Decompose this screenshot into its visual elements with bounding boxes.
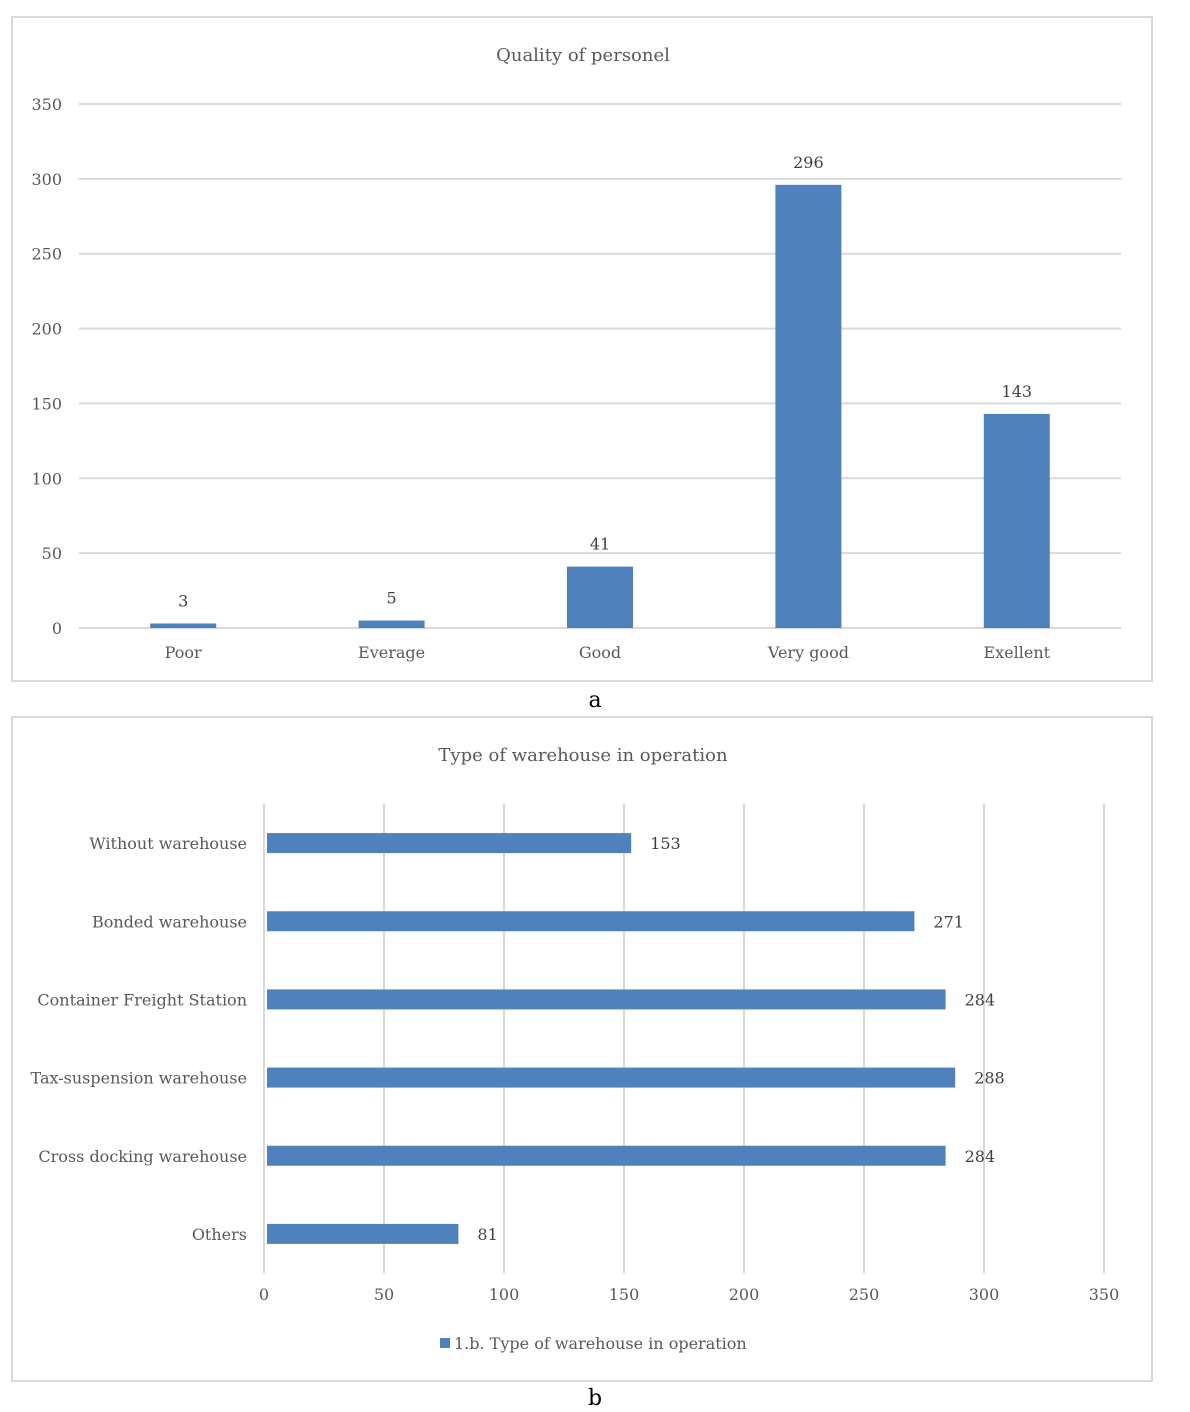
bar xyxy=(267,833,632,854)
chart-a-title: Quality of personel xyxy=(496,45,670,66)
x-tick-label: 350 xyxy=(1089,1285,1120,1304)
caption-b: b xyxy=(587,1386,603,1411)
chart-b-y-axis: Without warehouse Bonded warehouse Contain… xyxy=(31,834,247,1244)
y-tick-label: 50 xyxy=(42,544,62,563)
x-tick-label: Exellent xyxy=(983,643,1050,662)
y-tick-label: 150 xyxy=(31,394,62,413)
data-label: 3 xyxy=(178,592,188,611)
x-tick-label: 150 xyxy=(609,1285,640,1304)
bar xyxy=(358,620,425,628)
x-tick-label: 200 xyxy=(729,1285,760,1304)
bar xyxy=(267,989,946,1010)
x-tick-label: 100 xyxy=(489,1285,520,1304)
data-label: 271 xyxy=(933,912,964,931)
bar xyxy=(267,1067,956,1088)
data-label: 296 xyxy=(793,153,824,172)
y-tick-label: Cross docking warehouse xyxy=(38,1147,247,1166)
data-label: 284 xyxy=(965,1147,996,1166)
chart-b-x-axis: 0 50 100 150 200 250 300 350 xyxy=(259,1285,1119,1304)
chart-b-legend: 1.b. Type of warehouse in operation xyxy=(440,1334,747,1353)
x-tick-label: Everage xyxy=(358,643,425,662)
chart-b-bars xyxy=(267,833,956,1244)
bar xyxy=(267,911,915,932)
chart-panel-b: Type of warehouse in operation 0 50 100 150… xyxy=(11,716,1153,1382)
chart-b-data-labels: 153 271 284 288 284 81 xyxy=(477,834,1004,1244)
y-tick-label: 100 xyxy=(31,469,62,488)
x-tick-label: 250 xyxy=(849,1285,880,1304)
data-label: 41 xyxy=(590,535,610,554)
x-tick-label: 50 xyxy=(374,1285,394,1304)
data-label: 143 xyxy=(1002,382,1033,401)
y-tick-label: 300 xyxy=(31,170,62,189)
data-label: 5 xyxy=(387,589,397,608)
data-label: 153 xyxy=(650,834,681,853)
y-tick-label: 0 xyxy=(52,619,62,638)
x-tick-label: Very good xyxy=(767,643,849,662)
caption-a: a xyxy=(588,688,602,713)
bar xyxy=(983,413,1050,628)
chart-b-title: Type of warehouse in operation xyxy=(438,745,728,766)
bar xyxy=(567,566,633,628)
data-label: 284 xyxy=(965,990,996,1009)
y-tick-label: Bonded warehouse xyxy=(92,912,247,931)
chart-a-x-axis: Poor Everage Good Very good Exellent xyxy=(165,643,1051,662)
chart-b-gridlines xyxy=(263,804,1105,1273)
chart-a-gridlines xyxy=(79,103,1121,629)
legend-label: 1.b. Type of warehouse in operation xyxy=(454,1334,747,1353)
y-tick-label: 200 xyxy=(31,320,62,339)
data-label: 81 xyxy=(477,1225,497,1244)
quality-of-personnel-chart: Quality of personel 05010015020025030035… xyxy=(31,45,1121,662)
chart-panel-a: Quality of personel 0 50 100 150 200 250 300 35… xyxy=(11,16,1153,682)
x-tick-label: 0 xyxy=(259,1285,269,1304)
y-tick-label: Without warehouse xyxy=(89,834,247,853)
chart-a-data-labels: 3 5 41 296 143 xyxy=(178,153,1032,611)
legend-swatch xyxy=(440,1338,450,1348)
y-tick-label: Container Freight Station xyxy=(37,990,247,1009)
x-tick-label: 300 xyxy=(969,1285,1000,1304)
y-tick-label: Tax-suspension warehouse xyxy=(31,1069,247,1088)
data-label: 288 xyxy=(974,1069,1005,1088)
chart-a-y-axis: 0 50 100 150 200 250 300 350 xyxy=(31,95,62,638)
x-tick-label: Poor xyxy=(165,643,202,662)
bar xyxy=(150,623,217,628)
bar xyxy=(267,1223,459,1244)
y-tick-label: Others xyxy=(192,1225,247,1244)
x-tick-label: Good xyxy=(579,643,621,662)
y-tick-label: 250 xyxy=(31,245,62,264)
warehouse-type-chart: Type of warehouse in operation 0 50 100 150… xyxy=(31,745,1120,1353)
bar xyxy=(775,184,842,629)
bar xyxy=(267,1145,946,1166)
chart-a-bars xyxy=(150,184,1050,629)
y-tick-label: 350 xyxy=(31,95,62,114)
